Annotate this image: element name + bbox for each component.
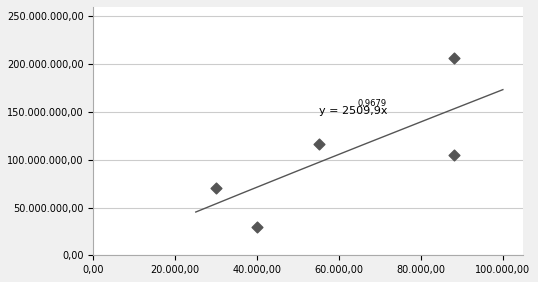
Point <box>253 224 261 229</box>
Point <box>212 186 221 191</box>
Text: 0,9679: 0,9679 <box>358 99 387 108</box>
Text: y = 2509,9x: y = 2509,9x <box>318 106 387 116</box>
Point <box>449 55 458 60</box>
Point <box>449 153 458 157</box>
Point <box>314 141 323 146</box>
